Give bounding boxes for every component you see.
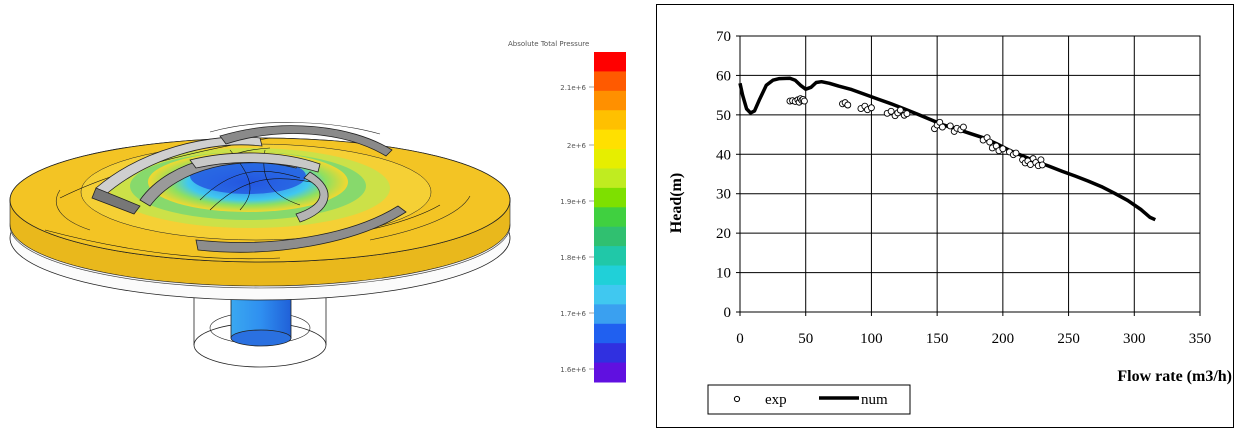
colorbar-swatch <box>594 187 626 208</box>
y-tick-label: 0 <box>724 305 732 321</box>
colorbar-swatch <box>594 52 626 72</box>
y-tick-label: 50 <box>716 108 731 124</box>
x-tick-label: 100 <box>860 331 883 347</box>
x-axis-ticks: 0 50 100 150 200 250 300 350 <box>736 312 1211 347</box>
exp-data-point <box>946 122 954 130</box>
colorbar-swatch <box>594 265 626 286</box>
chart-grid <box>740 36 1200 312</box>
colorbar-swatch <box>594 149 626 169</box>
colorbar-swatch <box>594 343 626 364</box>
x-tick-label: 200 <box>992 331 1015 347</box>
y-axis-ticks: 0 10 20 30 40 50 60 70 <box>716 29 740 321</box>
colorbar-swatch <box>594 110 626 131</box>
legend-num-label: num <box>861 392 888 408</box>
x-axis-label: Flow rate (m3/h) <box>1117 368 1232 385</box>
colorbar-swatch <box>594 168 626 189</box>
x-tick-label: 250 <box>1057 331 1080 347</box>
x-tick-label: 300 <box>1123 331 1146 347</box>
colorbar-ticks: 2.1e+6 2e+6 1.9e+6 1.8e+6 1.7e+6 1.6e+6 <box>560 84 594 374</box>
colorbar <box>594 52 626 383</box>
exp-data-point <box>999 145 1007 153</box>
colorbar-swatch <box>594 71 626 92</box>
y-tick-label: 30 <box>716 187 731 203</box>
exp-data-point <box>903 110 911 118</box>
exp-data-point <box>887 107 895 115</box>
plot-area <box>739 35 1201 313</box>
legend-exp-label: exp <box>765 392 787 408</box>
y-tick-label: 70 <box>716 29 731 45</box>
exp-data-point <box>896 106 904 114</box>
exp-data-point <box>844 101 852 109</box>
colorbar-swatch <box>594 90 626 111</box>
y-tick-label: 40 <box>716 147 731 163</box>
x-tick-label: 150 <box>926 331 949 347</box>
exp-data-point <box>959 123 967 131</box>
colorbar-swatch <box>594 129 626 150</box>
colorbar-swatch <box>594 284 626 305</box>
exp-data-point <box>867 104 875 112</box>
colorbar-tick-label: 1.7e+6 <box>560 310 586 318</box>
exp-data-point <box>800 97 808 105</box>
exp-data-point <box>1012 149 1020 157</box>
series-exp-points <box>786 95 1046 170</box>
colorbar-tick-label: 2e+6 <box>567 142 587 150</box>
colorbar-tick-label: 1.6e+6 <box>560 366 586 374</box>
colorbar-swatch <box>594 246 626 267</box>
colorbar-swatch <box>594 226 626 247</box>
y-tick-label: 20 <box>716 226 731 242</box>
y-tick-label: 60 <box>716 68 731 84</box>
legend-exp-marker <box>733 395 741 403</box>
colorbar-tick-label: 1.9e+6 <box>560 198 586 206</box>
y-tick-label: 10 <box>716 266 731 282</box>
x-tick-label: 50 <box>798 331 813 347</box>
legend: exp num <box>707 384 911 415</box>
colorbar-swatch <box>594 207 626 228</box>
y-axis-label: Head(m) <box>668 173 685 233</box>
colorbar-tick-label: 2.1e+6 <box>560 84 586 92</box>
colorbar-swatch <box>594 323 626 344</box>
x-tick-label: 350 <box>1189 331 1212 347</box>
exp-data-point <box>1038 161 1046 169</box>
exp-data-point <box>986 138 994 146</box>
series-num-line <box>738 76 1157 222</box>
exp-data-point <box>938 123 946 131</box>
x-tick-label: 0 <box>736 331 744 347</box>
head-flow-chart: 0 50 100 150 200 250 300 350 0 10 20 30 40 50 60 70 He… <box>656 4 1234 428</box>
colorbar-swatch <box>594 362 626 383</box>
colorbar-swatch <box>594 304 626 325</box>
legend-box <box>707 384 911 415</box>
impeller-pressure-visualization: Absolute Total Pressure 2.1e+6 2e+6 1.9e+6… <box>9 40 626 383</box>
colorbar-title: Absolute Total Pressure <box>508 40 589 48</box>
colorbar-tick-label: 1.8e+6 <box>560 254 586 262</box>
